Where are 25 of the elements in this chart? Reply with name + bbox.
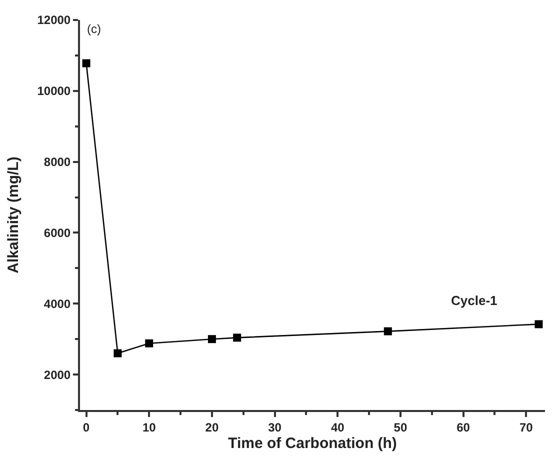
x-tick-label: 20	[205, 420, 219, 434]
y-tick-label: 2000	[44, 368, 71, 382]
x-tick-label: 50	[394, 420, 408, 434]
point	[208, 335, 216, 344]
point	[82, 59, 90, 68]
point	[384, 327, 392, 336]
x-tick-label: 40	[330, 420, 345, 434]
point	[114, 349, 122, 358]
y-tick-label: 10000	[37, 84, 71, 98]
x-tick-label: 0	[82, 420, 90, 434]
x-tick-label: 70	[519, 420, 534, 434]
x-axis-title: Time of Carbonation (h)	[228, 434, 397, 452]
y-tick-label: 8000	[44, 155, 71, 170]
x-tick-label: 60	[456, 420, 470, 434]
series-label: Cycle-1	[451, 293, 498, 308]
y-axis-title: Alkalinity (mg/L)	[4, 156, 22, 274]
x-tick-label: 10	[142, 420, 156, 434]
point	[233, 334, 242, 342]
y-tick-label: 4000	[44, 296, 71, 311]
annotation: (c)	[87, 22, 101, 36]
x-tick-label: 30	[268, 420, 282, 434]
y-tick-label: 6000	[44, 226, 71, 240]
y-tick-label: 12000	[37, 13, 71, 28]
point	[145, 339, 154, 348]
point	[534, 320, 543, 328]
